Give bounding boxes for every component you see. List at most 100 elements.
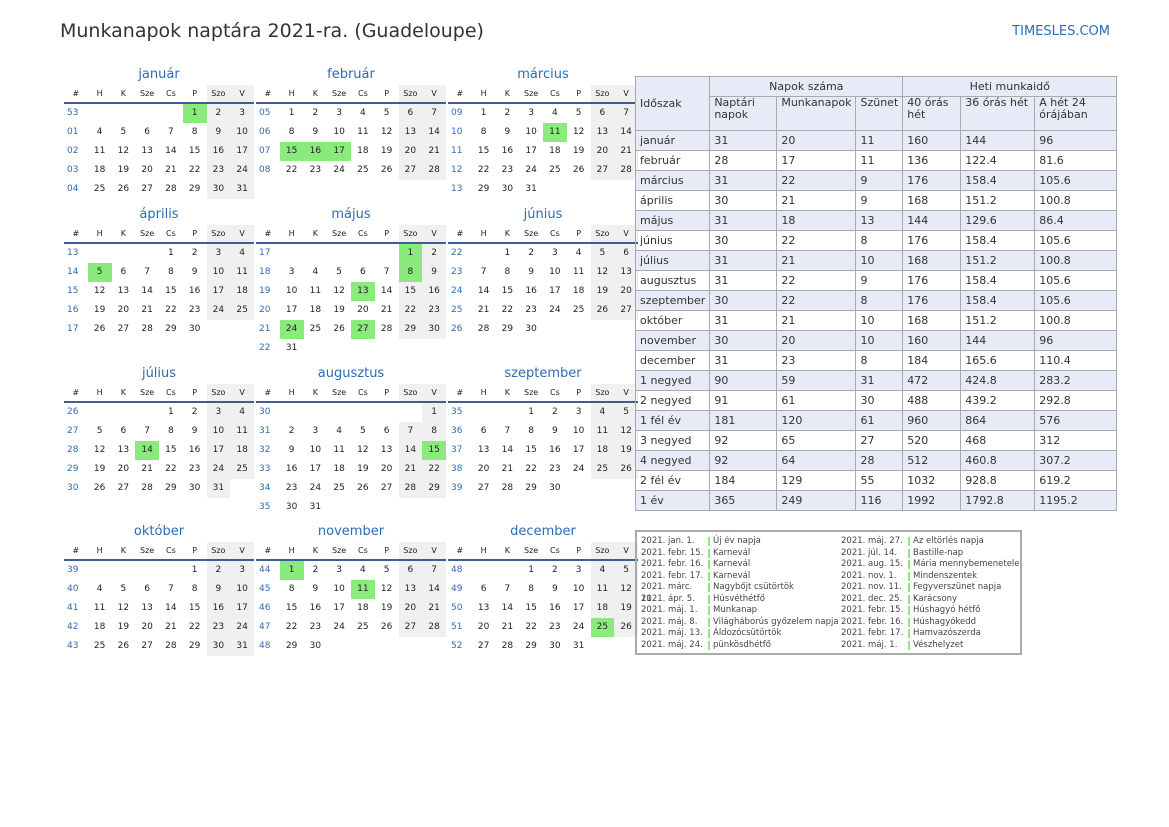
day-cell[interactable]: 9 [528, 267, 534, 277]
day-cell[interactable]: 13 [398, 580, 423, 599]
day-cell[interactable]: 22 [285, 165, 298, 175]
day-cell[interactable]: 25 [357, 165, 369, 175]
day-cell[interactable]: 12 [117, 146, 130, 156]
day-cell[interactable]: 18 [357, 146, 369, 156]
day-cell[interactable]: 21 [501, 464, 514, 474]
day-cell[interactable]: 19 [117, 622, 130, 632]
day-cell[interactable]: 20 [141, 165, 153, 175]
day-cell[interactable]: 9 [504, 127, 511, 137]
day-cell[interactable]: 4 [230, 244, 254, 263]
day-cell[interactable]: 6 [144, 584, 150, 594]
day-cell[interactable]: 12 [380, 127, 393, 137]
day-cell[interactable]: 30 [525, 324, 537, 334]
day-cell[interactable]: 2 [504, 108, 511, 118]
day-cell[interactable]: 19 [380, 146, 393, 156]
day-cell[interactable]: 2 [312, 565, 319, 575]
day-cell[interactable]: 17 [206, 441, 231, 460]
day-cell[interactable]: 14 [614, 123, 638, 142]
day-cell[interactable]: 29 [422, 479, 446, 498]
day-cell[interactable]: 26 [614, 618, 638, 637]
day-cell[interactable]: 28 [141, 483, 153, 493]
day-cell[interactable]: 25 [230, 301, 254, 320]
day-cell[interactable]: 1 [528, 565, 534, 575]
day-cell[interactable]: 19 [93, 305, 106, 315]
day-cell[interactable]: 29 [188, 184, 201, 194]
day-cell[interactable]: 14 [380, 286, 393, 296]
day-cell[interactable]: 24 [309, 483, 322, 493]
day-cell[interactable]: 14 [422, 580, 446, 599]
day-cell[interactable]: 30 [206, 637, 231, 656]
day-cell[interactable]: 31 [572, 641, 585, 651]
day-cell[interactable]: 24 [333, 165, 345, 175]
day-cell[interactable]: 23 [549, 464, 561, 474]
day-cell[interactable]: 4 [230, 403, 254, 422]
day-cell[interactable]: 15 [279, 142, 304, 161]
day-cell[interactable]: 7 [504, 584, 511, 594]
day-cell[interactable]: 25 [572, 305, 585, 315]
day-cell[interactable]: 19 [93, 464, 106, 474]
day-cell[interactable]: 24 [279, 320, 304, 339]
day-cell[interactable]: 14 [477, 286, 490, 296]
day-cell[interactable]: 13 [477, 603, 490, 613]
day-cell[interactable]: 26 [614, 460, 638, 479]
day-cell[interactable]: 28 [398, 479, 423, 498]
day-cell[interactable]: 6 [360, 267, 366, 277]
day-cell[interactable]: 7 [614, 104, 638, 123]
day-cell[interactable]: 21 [422, 599, 446, 618]
day-cell[interactable]: 27 [141, 641, 153, 651]
day-cell[interactable]: 30 [549, 641, 561, 651]
day-cell[interactable]: 12 [117, 603, 130, 613]
day-cell[interactable]: 26 [117, 641, 130, 651]
day-cell[interactable]: 23 [501, 165, 514, 175]
day-cell[interactable]: 29 [525, 483, 537, 493]
day-cell[interactable]: 29 [188, 641, 201, 651]
day-cell[interactable]: 7 [168, 127, 174, 137]
day-cell[interactable]: 16 [525, 286, 537, 296]
day-cell[interactable]: 25 [93, 184, 106, 194]
day-cell[interactable]: 25 [357, 622, 369, 632]
day-cell[interactable]: 21 [501, 622, 514, 632]
day-cell[interactable]: 26 [380, 165, 393, 175]
day-cell[interactable]: 5 [614, 403, 638, 422]
day-cell[interactable]: 12 [333, 286, 345, 296]
day-cell[interactable]: 2 [552, 407, 558, 417]
day-cell[interactable]: 28 [141, 324, 153, 334]
day-cell[interactable]: 3 [230, 104, 254, 123]
day-cell[interactable]: 9 [191, 426, 198, 436]
day-cell[interactable]: 2 [288, 426, 295, 436]
day-cell[interactable]: 18 [230, 441, 254, 460]
day-cell[interactable]: 12 [590, 263, 615, 282]
day-cell[interactable]: 30 [188, 483, 201, 493]
day-cell[interactable]: 30 [501, 184, 514, 194]
day-cell[interactable]: 17 [327, 142, 351, 161]
day-cell[interactable]: 22 [525, 622, 537, 632]
day-cell[interactable]: 22 [398, 301, 423, 320]
day-cell[interactable]: 23 [206, 161, 231, 180]
day-cell[interactable]: 15 [398, 282, 423, 301]
day-cell[interactable]: 4 [96, 127, 103, 137]
day-cell[interactable]: 11 [543, 123, 567, 142]
day-cell[interactable]: 11 [230, 263, 254, 282]
day-cell[interactable]: 22 [501, 305, 514, 315]
day-cell[interactable]: 25 [230, 460, 254, 479]
day-cell[interactable]: 8 [528, 426, 534, 436]
day-cell[interactable]: 12 [380, 584, 393, 594]
day-cell[interactable]: 10 [206, 263, 231, 282]
day-cell[interactable]: 20 [398, 142, 423, 161]
day-cell[interactable]: 13 [117, 286, 130, 296]
day-cell[interactable]: 9 [312, 127, 319, 137]
day-cell[interactable]: 7 [398, 422, 423, 441]
day-cell[interactable]: 2 [206, 561, 231, 580]
day-cell[interactable]: 27 [590, 161, 615, 180]
day-cell[interactable]: 5 [590, 244, 615, 263]
day-cell[interactable]: 18 [357, 603, 369, 613]
day-cell[interactable]: 3 [528, 108, 534, 118]
day-cell[interactable]: 21 [141, 305, 153, 315]
day-cell[interactable]: 25 [309, 324, 322, 334]
day-cell[interactable]: 14 [501, 603, 514, 613]
day-cell[interactable]: 20 [614, 282, 638, 301]
day-cell[interactable]: 8 [168, 426, 174, 436]
day-cell[interactable]: 22 [165, 464, 177, 474]
day-cell[interactable]: 10 [525, 127, 537, 137]
day-cell[interactable]: 15 [165, 286, 177, 296]
